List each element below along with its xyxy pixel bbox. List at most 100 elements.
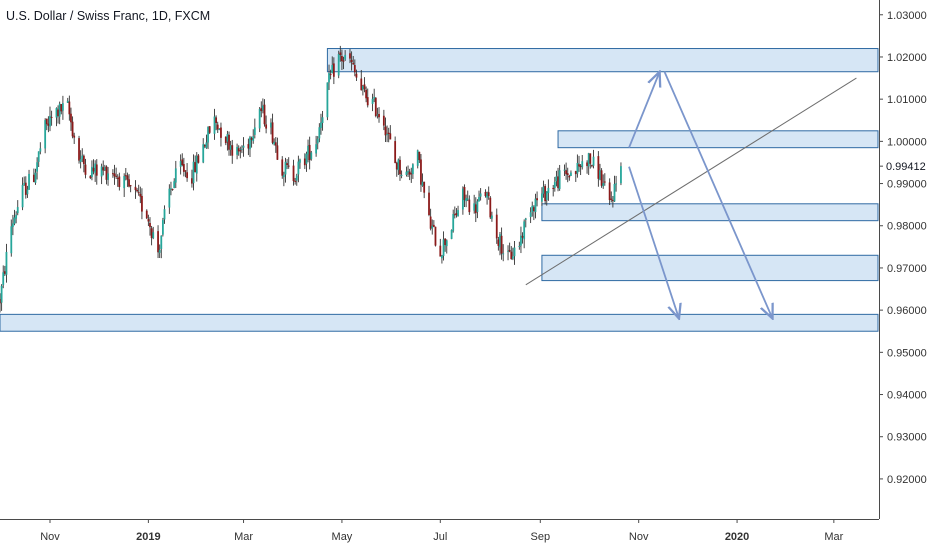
- candle-body: [124, 175, 127, 177]
- candle-body: [399, 159, 401, 175]
- candle-body: [136, 189, 138, 192]
- candle-body: [282, 174, 285, 178]
- candle-body: [428, 192, 430, 216]
- candle-body: [442, 239, 445, 256]
- candle-body: [231, 145, 234, 156]
- price-tick-label: 1.01000: [887, 94, 927, 106]
- candle-body: [95, 164, 98, 176]
- candle-body: [173, 181, 176, 189]
- candle-body: [81, 155, 84, 160]
- candle-body: [423, 181, 426, 193]
- candle-body: [161, 220, 164, 235]
- time-tick-label: Nov: [629, 531, 649, 543]
- candle-body: [600, 170, 603, 186]
- time-axis-background: [0, 519, 932, 550]
- candle-body: [182, 164, 185, 172]
- support-resistance-zone: [0, 313, 879, 332]
- candle-body: [421, 181, 424, 186]
- support-resistance-zone: [541, 254, 879, 282]
- candle-body: [261, 105, 264, 111]
- candle-body: [229, 145, 232, 150]
- candle-body: [382, 115, 385, 126]
- candle-body: [566, 173, 569, 176]
- candle-body: [407, 170, 409, 173]
- candle-body: [497, 239, 500, 246]
- candle-body: [486, 192, 488, 198]
- candle-body: [365, 89, 368, 99]
- candle-body: [220, 127, 222, 138]
- candle-body: [558, 170, 561, 189]
- candle-body: [111, 173, 114, 175]
- candle-body: [478, 196, 480, 202]
- candle-body: [613, 183, 616, 202]
- candle-body: [394, 141, 397, 163]
- candle-body: [102, 167, 105, 171]
- candle-body: [328, 72, 330, 83]
- candle-body: [479, 193, 482, 197]
- candle-body: [303, 158, 306, 166]
- candle-body: [224, 136, 227, 144]
- candle-body: [237, 148, 240, 152]
- candle-body: [531, 205, 534, 213]
- candle-body: [555, 176, 558, 182]
- candle-body: [341, 55, 343, 62]
- candle-body: [3, 271, 6, 274]
- candle-body: [570, 172, 572, 176]
- candle-body: [529, 212, 532, 218]
- candle-body: [587, 153, 590, 167]
- candle-body: [574, 171, 577, 175]
- candles-layer: [0, 45, 622, 313]
- candle-body: [545, 191, 548, 200]
- candle-body: [13, 217, 16, 224]
- candle-body: [542, 186, 545, 194]
- candle-body: [360, 78, 363, 91]
- candle-body: [105, 166, 108, 180]
- candle-body: [466, 198, 469, 200]
- candle-body: [139, 193, 142, 197]
- candle-body: [55, 108, 58, 118]
- candle-body: [591, 165, 593, 167]
- price-tick-label: 0.92000: [887, 474, 927, 486]
- candle-body: [37, 151, 40, 162]
- candle-body: [579, 165, 582, 168]
- candle-body: [147, 219, 150, 222]
- candle-body: [113, 173, 116, 177]
- candle-body: [408, 171, 411, 175]
- price-tick-label: 1.02000: [887, 52, 927, 64]
- candle-body: [389, 133, 392, 140]
- chart-title: U.S. Dollar / Swiss Franc, 1D, FXCM: [6, 9, 211, 23]
- price-tick-label: 1.03000: [887, 10, 927, 22]
- candle-body: [170, 188, 172, 190]
- candle-body: [203, 145, 206, 147]
- price-tick-label: 0.99000: [887, 179, 927, 191]
- candle-body: [578, 164, 580, 167]
- candle-body: [563, 169, 566, 171]
- candle-body: [384, 126, 387, 136]
- candle-body: [552, 187, 555, 189]
- candle-body: [186, 172, 188, 179]
- candle-body: [608, 182, 611, 200]
- candle-body: [24, 182, 27, 195]
- time-tick-label: 2020: [725, 531, 749, 543]
- candle-body: [332, 63, 335, 77]
- candle-body: [134, 186, 137, 191]
- candle-body: [461, 188, 464, 210]
- candle-body: [463, 187, 466, 201]
- candle-body: [149, 222, 151, 228]
- candle-body: [94, 163, 97, 173]
- candle-body: [337, 54, 340, 76]
- candle-body: [418, 151, 421, 161]
- candle-body: [310, 152, 313, 160]
- candle-body: [568, 175, 571, 178]
- candle-body: [50, 116, 53, 118]
- candle-body: [534, 198, 537, 213]
- candle-body: [294, 180, 297, 182]
- candle-body: [79, 159, 82, 162]
- candle-body: [39, 148, 42, 152]
- candle-body: [352, 62, 355, 65]
- support-resistance-zone: [326, 48, 879, 73]
- candle-body: [12, 223, 14, 228]
- time-tick-label: Jul: [433, 531, 447, 543]
- candle-body: [455, 213, 458, 216]
